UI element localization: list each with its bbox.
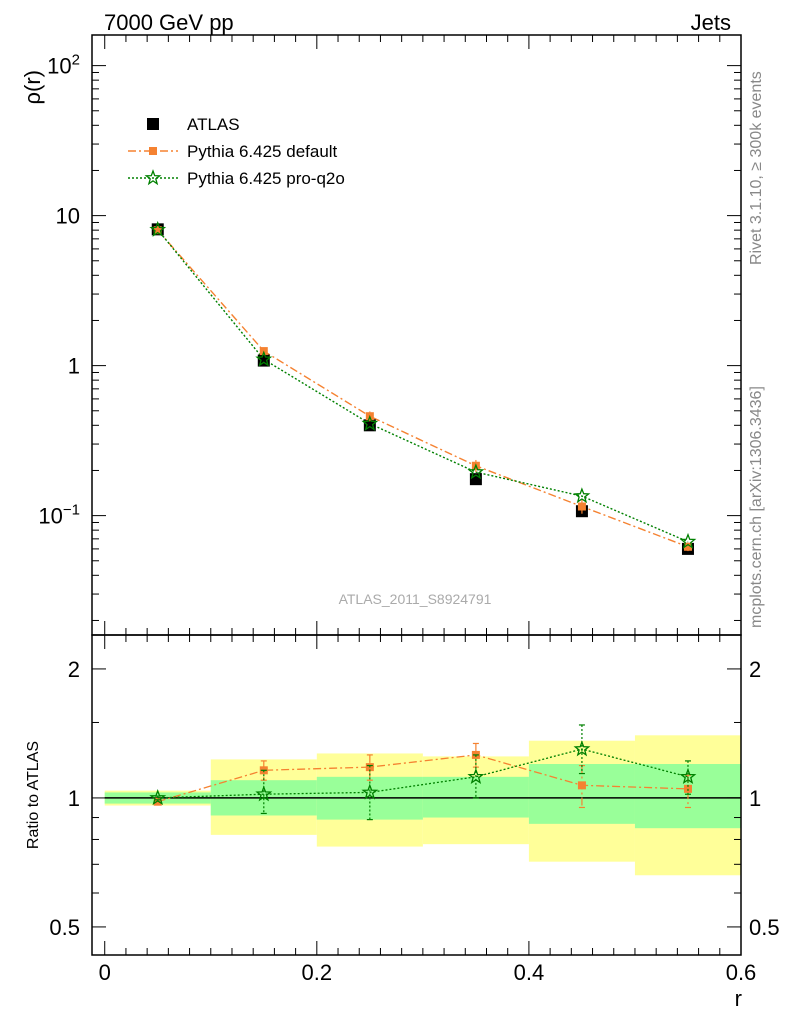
legend-label-1: Pythia 6.425 default xyxy=(187,142,338,161)
legend-proq2o-marker xyxy=(144,169,162,186)
header-right: Jets xyxy=(691,10,731,35)
rivet-label: Rivet 3.1.10, ≥ 300k events xyxy=(748,71,765,265)
ratio-proq2o-line xyxy=(157,748,689,799)
ratio-y-tick-label: 0.5 xyxy=(49,915,80,940)
main-proq2o-line xyxy=(157,229,689,543)
main-y-tick-label: 1 xyxy=(68,354,80,379)
ratio-y-tick-label: 2 xyxy=(68,657,80,682)
main-panel: 102 10 1 10−1 xyxy=(38,34,742,636)
ratio-y-tick-label-right: 1 xyxy=(749,786,761,811)
legend-atlas-marker xyxy=(147,118,159,130)
ratio-proq2o-point xyxy=(679,767,697,784)
y-axis-label-ratio: Ratio to ATLAS xyxy=(25,741,42,849)
main-y-tick-label: 102 xyxy=(47,52,80,79)
ratio-frame xyxy=(91,634,742,956)
legend-default-marker xyxy=(149,147,157,155)
ratio-proq2o-point xyxy=(255,785,273,802)
legend: ATLAS Pythia 6.425 default Pythia 6.425 pr… xyxy=(128,115,345,188)
main-y-tick-label: 10−1 xyxy=(38,502,80,529)
y-axis-label-main: ρ(r) xyxy=(20,70,45,105)
ratio-proq2o-point xyxy=(149,789,167,806)
ratio-default-line xyxy=(157,754,689,803)
ratio-proq2o-point xyxy=(467,767,485,784)
ratio-default-point xyxy=(577,781,586,790)
main-proq2o-point xyxy=(361,414,379,431)
mcplots-label: mcplots.cern.ch [arXiv:1306.3436] xyxy=(748,386,765,628)
ratio-panel: 2 2 1 1 0.5 0.5 0 0.2 0.4 0.6 xyxy=(49,634,780,985)
legend-label-0: ATLAS xyxy=(187,115,240,134)
ratio-default-point xyxy=(683,784,692,793)
main-proq2o-point xyxy=(679,532,697,549)
main-proq2o-point xyxy=(149,220,167,237)
main-default-point xyxy=(153,226,162,235)
analysis-watermark: ATLAS_2011_S8924791 xyxy=(339,591,492,607)
header-left: 7000 GeV pp xyxy=(104,10,234,35)
main-proq2o-point xyxy=(573,487,591,504)
main-y-tick-label: 10 xyxy=(56,204,80,229)
ratio-y-tick-label-right: 0.5 xyxy=(749,915,780,940)
main-default-point xyxy=(683,542,692,551)
ratio-proq2o-point xyxy=(361,783,379,800)
main-proq2o-point xyxy=(467,463,485,480)
x-tick-label: 0.2 xyxy=(302,960,333,985)
main-proq2o-point xyxy=(255,350,273,367)
ratio-proq2o-point xyxy=(573,740,591,757)
x-tick-label: 0 xyxy=(99,960,111,985)
main-default-point xyxy=(577,502,586,511)
ratio-y-tick-label: 1 xyxy=(68,786,80,811)
x-tick-label: 0.6 xyxy=(726,960,757,985)
x-tick-label: 0.4 xyxy=(514,960,545,985)
x-axis-label: r xyxy=(735,986,742,1011)
legend-label-2: Pythia 6.425 pro-q2o xyxy=(187,169,345,188)
main-default-line xyxy=(157,229,689,548)
ratio-y-tick-label-right: 2 xyxy=(749,657,761,682)
